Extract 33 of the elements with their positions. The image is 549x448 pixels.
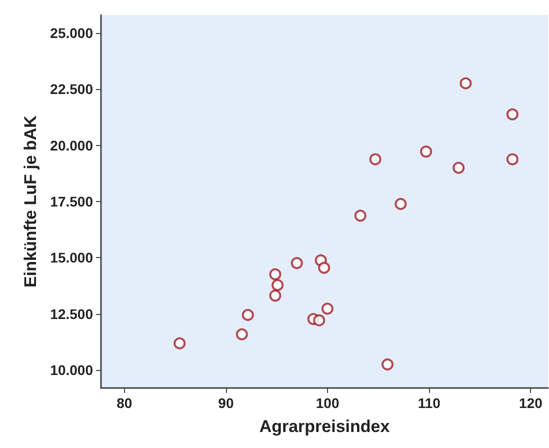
- point: [269, 290, 282, 302]
- y-tick-label: 15.000: [50, 250, 94, 266]
- y-tick-label: 12.500: [50, 306, 94, 322]
- point: [321, 302, 334, 315]
- y-tick-label: 25.000: [50, 24, 94, 41]
- point: [420, 146, 432, 158]
- y-tick-label: 10.000: [50, 362, 94, 378]
- y-tick-label: 17.500: [50, 194, 94, 210]
- point: [394, 198, 407, 210]
- point: [381, 358, 394, 370]
- point: [313, 314, 326, 326]
- point: [290, 257, 303, 270]
- point: [506, 153, 518, 166]
- x-tick-label: 120: [519, 395, 543, 411]
- y-tick-label: 22.500: [50, 81, 94, 98]
- y-axis-title: Einkünfte LuF je bAK: [21, 114, 40, 288]
- x-tick-label: 80: [116, 395, 132, 411]
- point: [174, 337, 186, 350]
- point: [236, 328, 248, 340]
- point: [506, 108, 518, 120]
- x-axis-title: Agrarpreisindex: [259, 417, 390, 436]
- point: [242, 308, 254, 321]
- point: [460, 77, 472, 90]
- x-tick-label: 90: [218, 395, 234, 411]
- point: [354, 210, 366, 222]
- point: [272, 279, 284, 292]
- point: [318, 262, 330, 274]
- y-tick-label: 20.000: [50, 137, 94, 154]
- x-tick-label: 110: [418, 395, 441, 411]
- point: [269, 268, 282, 280]
- x-tick-label: 100: [316, 395, 340, 411]
- point: [452, 162, 465, 174]
- point: [369, 153, 382, 166]
